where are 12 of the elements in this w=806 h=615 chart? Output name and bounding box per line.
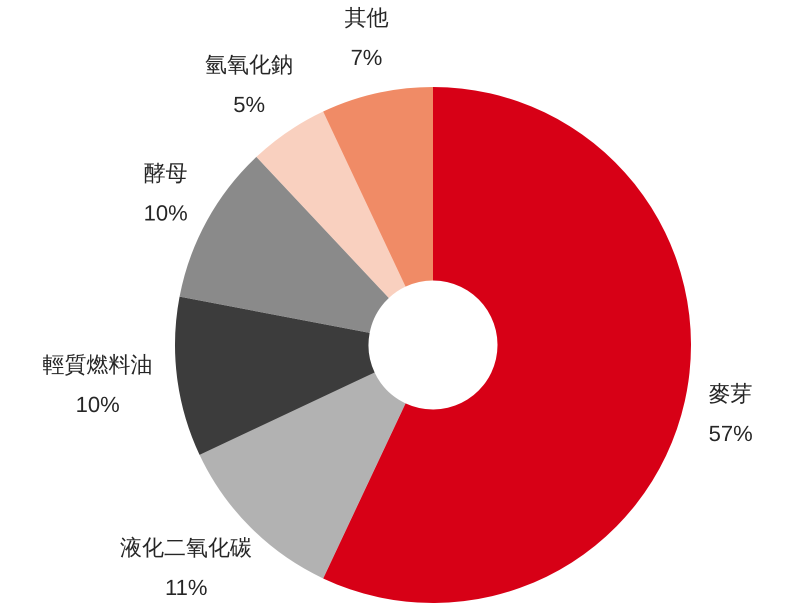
data-label: 10% [76,392,120,417]
data-label: 57% [708,421,753,446]
slice-label: 氫氧化鈉 [205,52,294,77]
data-label: 11% [165,575,208,600]
slice-label: 麥芽 [708,381,753,406]
slice-label: 輕質燃料油 [42,352,153,377]
slice-label: 其他 [344,5,388,30]
slice-label: 液化二氧化碳 [120,535,252,560]
data-label: 7% [350,45,382,70]
slice-label: 酵母 [144,160,188,186]
data-label: 10% [144,200,188,226]
data-label: 5% [233,92,266,117]
